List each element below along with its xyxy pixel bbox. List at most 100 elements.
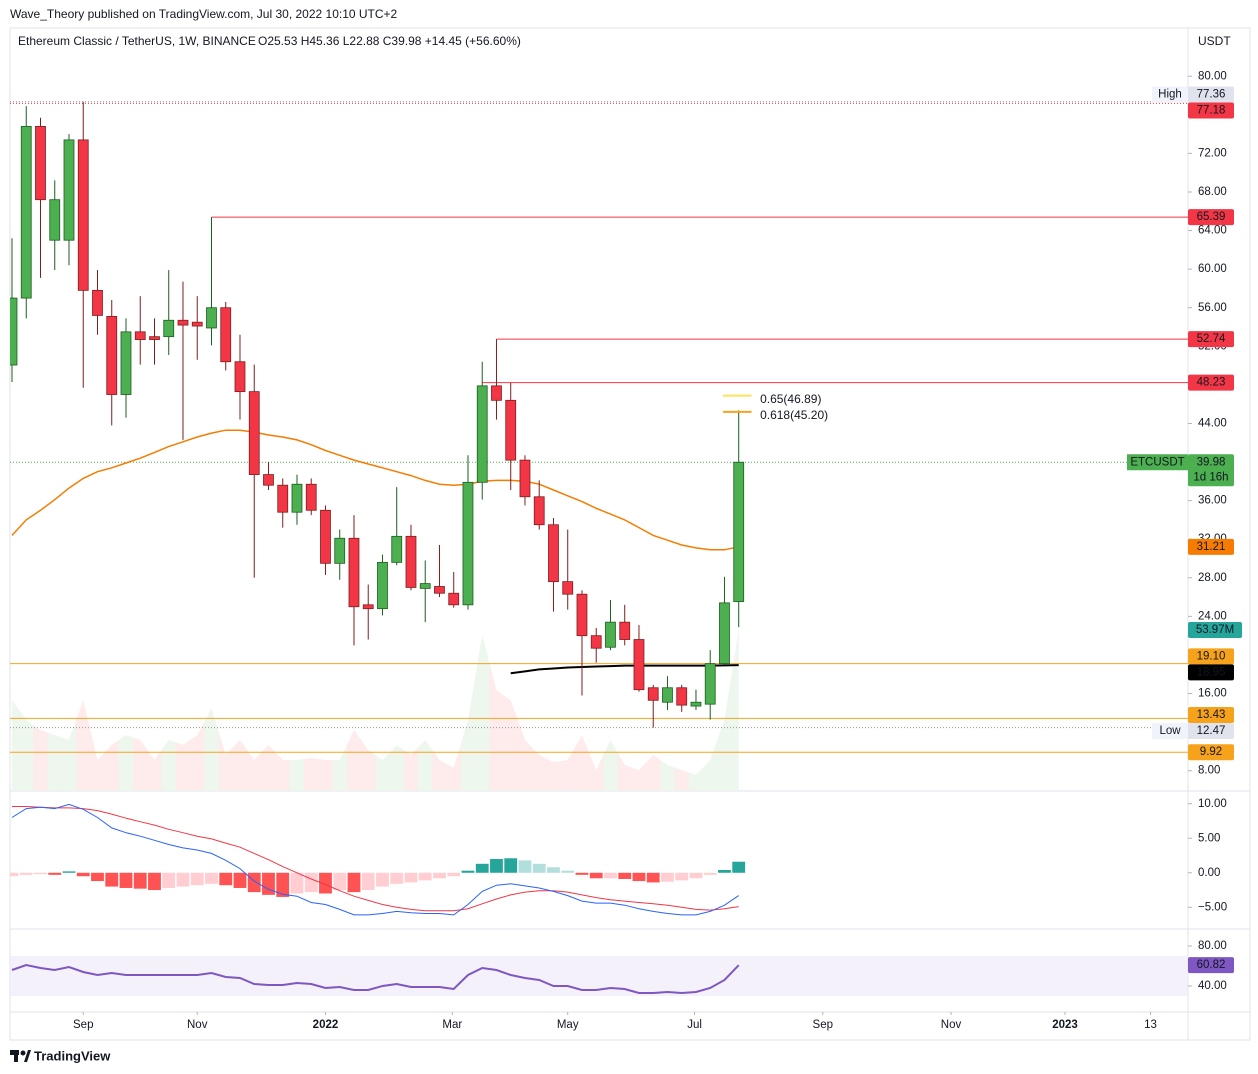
price-marker-label: 18.95: [1197, 666, 1226, 678]
candle-body: [163, 319, 175, 338]
candle-body: [462, 481, 474, 606]
y-tick-label: 10.00: [1198, 798, 1227, 810]
volume-area: [674, 767, 689, 790]
price-marker: [1188, 331, 1234, 348]
candle-body: [10, 297, 18, 366]
histogram-bar: [361, 872, 375, 891]
histogram-bar: [618, 872, 632, 879]
histogram-bar: [490, 858, 503, 873]
histogram-bar: [532, 863, 546, 873]
histogram-bar: [689, 872, 703, 879]
volume-area: [346, 730, 362, 790]
volume-area: [617, 752, 632, 790]
candle-body: [20, 125, 32, 299]
price-marker-label: 60.82: [1197, 959, 1226, 971]
volume-area: [389, 744, 404, 790]
volume-area: [133, 737, 148, 790]
candle-body: [320, 509, 331, 564]
histogram-bar: [646, 872, 660, 883]
price-marker: [1188, 621, 1242, 638]
histogram-bar: [62, 871, 76, 873]
y-tick-label: 8.00: [1198, 765, 1220, 777]
volume-area: [532, 747, 547, 790]
macd-line: [11, 803, 739, 916]
volume-area: [76, 700, 91, 790]
y-tick-label: 80.00: [1198, 70, 1227, 82]
volume-area: [275, 752, 290, 790]
price-marker-label: 77.18: [1197, 105, 1226, 117]
histogram-bar: [133, 872, 147, 889]
histogram-bar: [604, 872, 617, 879]
volume-area: [90, 730, 105, 790]
y-tick-label: 0.00: [1198, 867, 1220, 879]
publisher: Wave_Theory published on TradingView.com…: [10, 7, 398, 21]
candle-body: [733, 461, 745, 603]
x-tick-label: Sep: [813, 1019, 833, 1031]
histogram-bar: [319, 872, 332, 894]
candle-body: [35, 125, 46, 201]
volume-area: [574, 735, 590, 790]
y-tick-label: 68.00: [1198, 186, 1227, 198]
histogram-bar: [589, 872, 603, 879]
volume-area: [147, 749, 162, 790]
candle-body: [77, 139, 89, 291]
price-marker: [1188, 648, 1234, 665]
candle-body: [676, 687, 688, 706]
histogram-bar: [376, 872, 389, 887]
price-marker: [1188, 706, 1234, 723]
histogram-bar: [162, 872, 176, 888]
price-marker: [1188, 722, 1234, 739]
candle-body: [305, 483, 317, 511]
currency: USDT: [1198, 34, 1231, 48]
volume-area: [688, 767, 704, 790]
price-marker-label: 31.21: [1197, 541, 1226, 553]
fib-label: 0.618(45.20): [760, 408, 828, 422]
price-marker-label: 48.23: [1197, 377, 1226, 389]
volume-area: [731, 629, 739, 790]
marker-title: ETCUSDT: [1130, 456, 1184, 468]
price-marker: [1188, 454, 1234, 487]
histogram-bar: [91, 872, 104, 882]
y-tick-label: −5.00: [1198, 901, 1227, 913]
x-tick-label: Sep: [73, 1019, 93, 1031]
y-tick-label: 56.00: [1198, 302, 1227, 314]
histogram-bar: [247, 872, 261, 893]
price-marker: [1188, 664, 1234, 681]
volume-area: [161, 739, 176, 790]
candle-body: [419, 583, 431, 589]
candle-body: [120, 331, 132, 395]
histogram-bar: [333, 872, 347, 891]
y-tick-label: 80.00: [1198, 940, 1227, 952]
histogram-bar: [347, 872, 361, 893]
moving-average: [510, 664, 739, 675]
volume-area: [11, 700, 20, 790]
histogram-bar: [433, 872, 446, 879]
candle-body: [448, 592, 460, 606]
histogram-bar: [148, 872, 161, 891]
candle-body: [391, 535, 403, 563]
histogram-bar: [76, 872, 90, 877]
candle-body: [533, 496, 545, 526]
histogram-bar: [461, 870, 475, 873]
histogram-bar: [190, 872, 204, 886]
price-marker: [1188, 374, 1234, 391]
volume-area: [517, 720, 533, 790]
logo: [10, 1050, 31, 1062]
candle-body: [562, 581, 574, 595]
marker-title-bg: [1152, 722, 1188, 739]
volume-area: [218, 731, 233, 790]
candle-body: [605, 621, 616, 648]
candle-body: [220, 307, 232, 363]
volume-area: [560, 747, 575, 790]
volume-area: [332, 745, 347, 790]
volume-area: [717, 675, 732, 790]
histogram-bar: [34, 872, 47, 875]
histogram-bar: [48, 872, 62, 875]
candle-body: [590, 635, 602, 649]
fib-label: 0.65(46.89): [760, 392, 821, 406]
y-tick-label: 72.00: [1198, 147, 1227, 159]
price-marker: [1188, 86, 1234, 103]
volume-area: [247, 749, 262, 790]
marker-title: High: [1158, 89, 1182, 101]
